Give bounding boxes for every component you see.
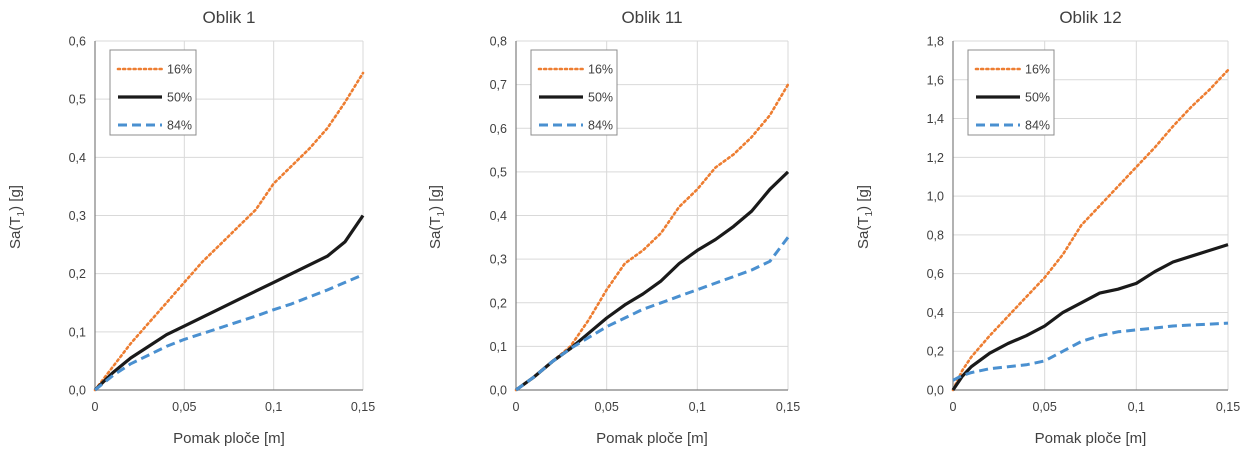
y-tick-label: 1,6 <box>927 73 944 87</box>
x-tick-label: 0 <box>950 400 957 414</box>
y-axis-title: Sa(T1) [g] <box>427 185 447 249</box>
chart-title: Oblik 11 <box>621 8 682 27</box>
y-axis-title: Sa(T1) [g] <box>855 185 875 249</box>
y-tick-label: 0,5 <box>69 93 86 107</box>
y-tick-label: 0,4 <box>69 151 86 165</box>
y-tick-label: 1,8 <box>927 35 944 49</box>
y-tick-label: 1,0 <box>927 190 944 204</box>
legend-label: 50% <box>1025 91 1050 105</box>
x-tick-label: 0,05 <box>172 400 196 414</box>
x-axis-title: Pomak ploče [m] <box>1035 430 1147 447</box>
y-tick-label: 0,2 <box>490 296 507 310</box>
y-tick-label: 0,3 <box>490 253 507 267</box>
y-tick-label: 0,8 <box>927 228 944 242</box>
x-tick-label: 0 <box>513 400 520 414</box>
series-line-84pct <box>515 236 790 392</box>
chart-1: 0,0 0,1 0,2 0,3 0,4 0,5 0,6 0 0,05 0,1 0,15 Oblik 1… <box>7 8 375 447</box>
legend: 16% 50% 84% <box>109 49 197 136</box>
y-tick-label: 0,5 <box>490 165 507 179</box>
legend-label: 84% <box>588 119 613 133</box>
y-axis-title-subscript: 1 <box>16 210 27 216</box>
legend-label: 16% <box>167 63 192 77</box>
chart-3: 0,0 0,2 0,4 0,6 0,8 1,0 1,2 1,4 1,6 1,8 0 0,05 0,1 0,… <box>855 8 1240 447</box>
y-tick-label: 0,7 <box>490 78 507 92</box>
y-axis-title: Sa(T1) [g] <box>7 185 27 249</box>
y-tick-label: 0,6 <box>490 122 507 136</box>
y-tick-label: 0,6 <box>927 267 944 281</box>
y-axis-title-main: Sa(T <box>427 216 444 249</box>
legend: 16% 50% 84% <box>530 49 618 136</box>
x-tick-label: 0,1 <box>265 400 282 414</box>
y-tick-label: 0,1 <box>69 325 86 339</box>
y-axis-title-main: Sa(T <box>855 216 872 249</box>
y-tick-label: 0,0 <box>69 384 86 398</box>
series-line-50pct <box>515 170 790 392</box>
x-tick-label: 0,05 <box>594 400 618 414</box>
y-tick-label: 0,0 <box>927 384 944 398</box>
y-tick-label: 0,2 <box>927 345 944 359</box>
legend-box <box>109 49 197 136</box>
y-tick-label: 0,6 <box>69 35 86 49</box>
y-axis-title-subscript: 1 <box>436 210 447 216</box>
legend-label: 16% <box>588 63 613 77</box>
y-tick-label: 0,0 <box>490 384 507 398</box>
legend-label: 16% <box>1025 63 1050 77</box>
legend-box <box>530 49 618 136</box>
series-line-84pct <box>952 321 1229 382</box>
x-tick-label: 0,15 <box>1216 400 1240 414</box>
series-line-16pct <box>93 71 365 392</box>
legend: 16% 50% 84% <box>967 49 1055 136</box>
y-axis-title-end: ) [g] <box>855 185 872 211</box>
y-tick-label: 1,4 <box>927 112 944 126</box>
chart-title: Oblik 12 <box>1059 8 1121 27</box>
x-tick-label: 0,15 <box>351 400 375 414</box>
y-axis-title-end: ) [g] <box>427 185 444 211</box>
y-tick-label: 0,2 <box>69 267 86 281</box>
x-axis-title: Pomak ploče [m] <box>173 430 285 447</box>
legend-label: 50% <box>167 91 192 105</box>
series-line-50pct <box>93 214 365 392</box>
x-tick-label: 0,1 <box>689 400 706 414</box>
legend-box <box>967 49 1055 136</box>
y-tick-label: 0,8 <box>490 35 507 49</box>
chart-2: 0,0 0,1 0,2 0,3 0,4 0,5 0,6 0,7 0,8 0 0,05 0,1 0,15 O… <box>427 8 800 447</box>
legend-label: 50% <box>588 91 613 105</box>
x-tick-label: 0,05 <box>1032 400 1056 414</box>
legend-label: 84% <box>167 119 192 133</box>
x-tick-label: 0,15 <box>776 400 800 414</box>
y-axis-title-subscript: 1 <box>864 210 875 216</box>
chart-title: Oblik 1 <box>203 8 256 27</box>
y-tick-label: 0,3 <box>69 209 86 223</box>
x-tick-label: 0,1 <box>1128 400 1145 414</box>
y-axis-title-end: ) [g] <box>7 185 24 211</box>
x-axis-title: Pomak ploče [m] <box>596 430 708 447</box>
series-line-84pct <box>94 273 364 392</box>
y-axis-title-main: Sa(T <box>7 216 24 249</box>
y-tick-label: 0,4 <box>927 306 944 320</box>
y-tick-label: 1,2 <box>927 151 944 165</box>
x-tick-label: 0 <box>92 400 99 414</box>
series-line-16pct <box>951 68 1230 392</box>
y-tick-label: 0,4 <box>490 209 507 223</box>
y-tick-label: 0,1 <box>490 340 507 354</box>
legend-label: 84% <box>1025 119 1050 133</box>
series-line-50pct <box>951 243 1229 391</box>
